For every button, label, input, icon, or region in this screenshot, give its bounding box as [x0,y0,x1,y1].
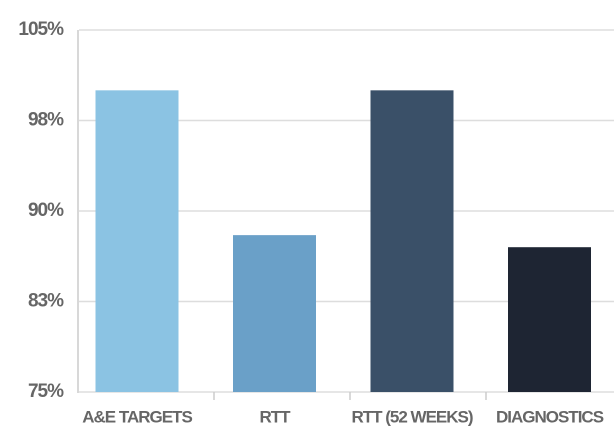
x-tick-label: A&E TARGETS [82,407,192,426]
y-tick-label: 75% [28,381,64,402]
bar [95,90,179,392]
x-tick-label: RTT (52 WEEKS) [351,407,472,426]
x-tick-label: DIAGNOSTICS [496,407,604,426]
bar [370,90,454,392]
y-tick-label: 90% [28,200,64,221]
bar [508,247,591,392]
y-tick-label: 105% [18,19,64,40]
bar [233,235,316,392]
y-tick-label: 98% [28,110,64,131]
x-tick-label: RTT [259,407,291,426]
y-tick-label: 83% [28,291,64,312]
